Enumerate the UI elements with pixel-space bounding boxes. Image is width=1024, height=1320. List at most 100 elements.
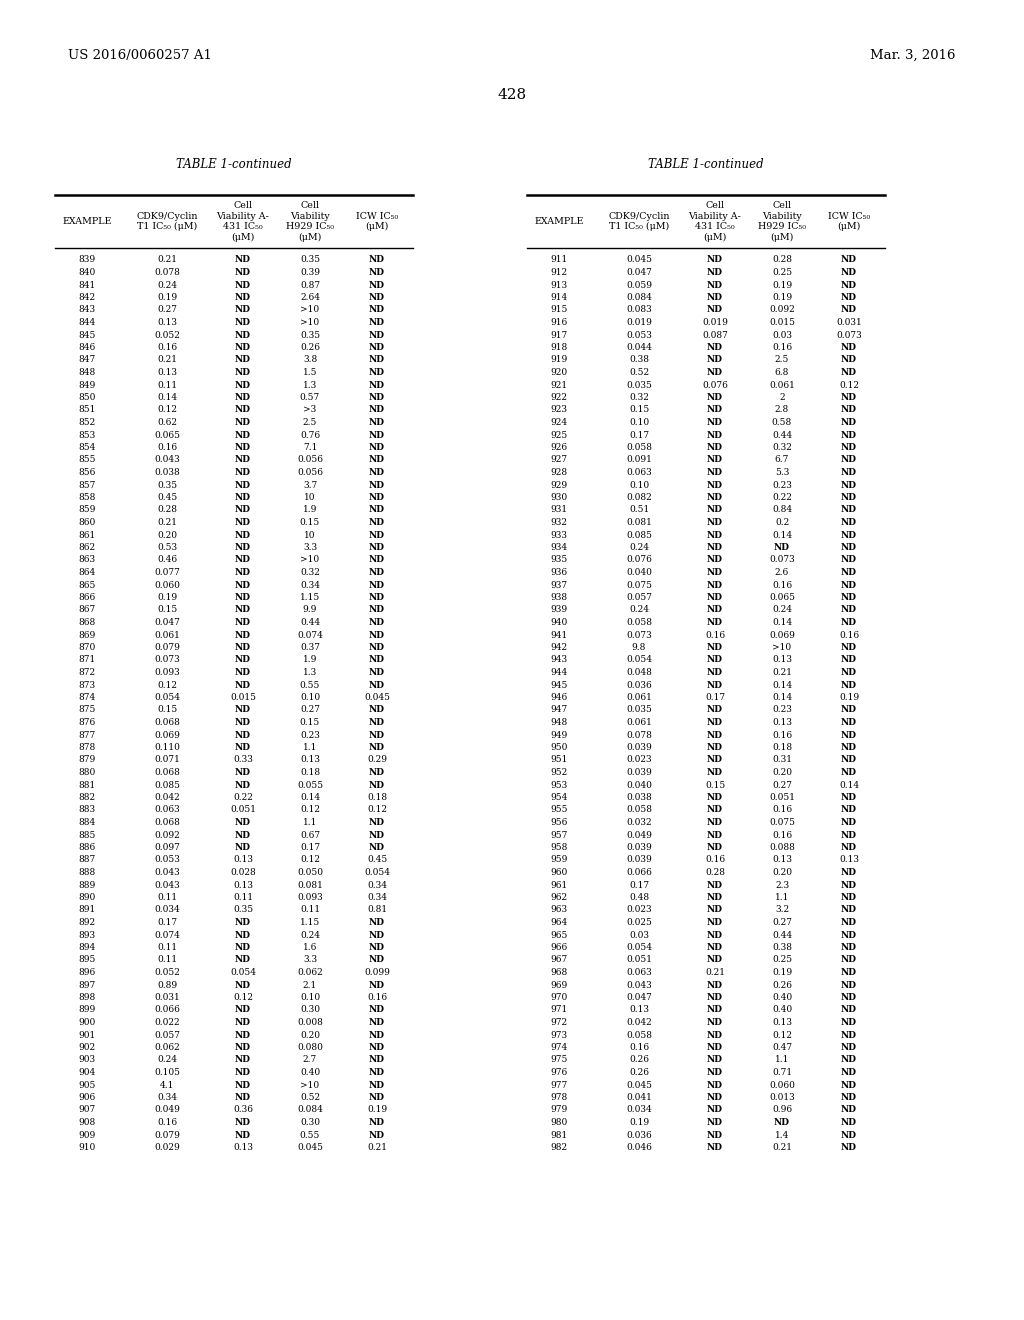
Text: 0.19: 0.19 xyxy=(629,1118,649,1127)
Text: 6.7: 6.7 xyxy=(775,455,790,465)
Text: 948: 948 xyxy=(550,718,567,727)
Text: 0.031: 0.031 xyxy=(837,318,862,327)
Text: 923: 923 xyxy=(551,405,567,414)
Text: 0.24: 0.24 xyxy=(772,606,792,615)
Text: ND: ND xyxy=(841,1093,857,1102)
Text: 0.29: 0.29 xyxy=(367,755,387,764)
Text: 0.080: 0.080 xyxy=(297,1043,323,1052)
Text: 0.10: 0.10 xyxy=(300,993,321,1002)
Text: ND: ND xyxy=(707,931,723,940)
Text: 0.11: 0.11 xyxy=(157,942,177,952)
Text: 902: 902 xyxy=(79,1043,95,1052)
Text: 0.18: 0.18 xyxy=(300,768,321,777)
Text: Cell: Cell xyxy=(300,201,319,210)
Text: ND: ND xyxy=(841,681,857,689)
Text: ND: ND xyxy=(234,768,251,777)
Text: 860: 860 xyxy=(79,517,95,527)
Text: 0.073: 0.073 xyxy=(837,330,862,339)
Text: ND: ND xyxy=(234,743,251,752)
Text: ND: ND xyxy=(707,581,723,590)
Text: 6.8: 6.8 xyxy=(775,368,790,378)
Text: 898: 898 xyxy=(79,993,95,1002)
Text: 0.043: 0.043 xyxy=(155,880,180,890)
Text: ND: ND xyxy=(841,256,857,264)
Text: 0.043: 0.043 xyxy=(626,981,652,990)
Text: 0.28: 0.28 xyxy=(772,256,792,264)
Text: 0.087: 0.087 xyxy=(702,330,728,339)
Text: 0.15: 0.15 xyxy=(300,517,321,527)
Text: ND: ND xyxy=(841,830,857,840)
Text: 0.015: 0.015 xyxy=(769,318,795,327)
Text: ND: ND xyxy=(707,1118,723,1127)
Text: 854: 854 xyxy=(78,444,95,451)
Text: 919: 919 xyxy=(550,355,567,364)
Text: 0.058: 0.058 xyxy=(626,805,652,814)
Text: ND: ND xyxy=(369,730,385,739)
Text: ND: ND xyxy=(369,818,385,828)
Text: ND: ND xyxy=(369,668,385,677)
Text: 0.093: 0.093 xyxy=(155,668,180,677)
Text: ND: ND xyxy=(841,931,857,940)
Text: 0.078: 0.078 xyxy=(154,268,180,277)
Text: 0.44: 0.44 xyxy=(772,931,792,940)
Text: 0.44: 0.44 xyxy=(300,618,321,627)
Text: ND: ND xyxy=(841,1018,857,1027)
Text: ND: ND xyxy=(841,643,857,652)
Text: 0.21: 0.21 xyxy=(157,256,177,264)
Text: ND: ND xyxy=(369,480,385,490)
Text: 0.045: 0.045 xyxy=(626,1081,652,1089)
Text: 0.081: 0.081 xyxy=(297,880,323,890)
Text: 0.21: 0.21 xyxy=(705,968,725,977)
Text: 940: 940 xyxy=(550,618,567,627)
Text: ND: ND xyxy=(841,906,857,915)
Text: 0.17: 0.17 xyxy=(157,917,177,927)
Text: ND: ND xyxy=(234,480,251,490)
Text: 882: 882 xyxy=(79,793,95,803)
Text: 2.1: 2.1 xyxy=(303,981,317,990)
Text: 0.19: 0.19 xyxy=(772,968,792,977)
Text: ND: ND xyxy=(707,917,723,927)
Text: ND: ND xyxy=(369,1018,385,1027)
Text: 0.26: 0.26 xyxy=(629,1056,649,1064)
Text: 878: 878 xyxy=(79,743,95,752)
Text: ND: ND xyxy=(841,1130,857,1139)
Text: 0.35: 0.35 xyxy=(300,256,321,264)
Text: ND: ND xyxy=(234,1118,251,1127)
Text: ND: ND xyxy=(707,405,723,414)
Text: 3.7: 3.7 xyxy=(303,480,317,490)
Text: 958: 958 xyxy=(550,843,567,851)
Text: ND: ND xyxy=(707,455,723,465)
Text: 0.058: 0.058 xyxy=(626,444,652,451)
Text: 912: 912 xyxy=(551,268,567,277)
Text: 894: 894 xyxy=(79,942,95,952)
Text: ND: ND xyxy=(841,418,857,426)
Text: 0.060: 0.060 xyxy=(769,1081,795,1089)
Text: 889: 889 xyxy=(79,880,95,890)
Text: ND: ND xyxy=(707,568,723,577)
Text: 0.15: 0.15 xyxy=(157,705,177,714)
Text: 0.23: 0.23 xyxy=(772,480,792,490)
Text: 880: 880 xyxy=(79,768,95,777)
Text: ICW IC₅₀: ICW IC₅₀ xyxy=(356,211,398,220)
Text: 0.17: 0.17 xyxy=(705,693,725,702)
Text: 0.13: 0.13 xyxy=(772,855,792,865)
Text: 0.054: 0.054 xyxy=(230,968,256,977)
Text: 950: 950 xyxy=(550,743,567,752)
Text: 0.025: 0.025 xyxy=(626,917,652,927)
Text: ND: ND xyxy=(369,330,385,339)
Text: 0.18: 0.18 xyxy=(772,743,792,752)
Text: ND: ND xyxy=(707,743,723,752)
Text: Viability: Viability xyxy=(290,211,330,220)
Text: ND: ND xyxy=(369,380,385,389)
Text: ND: ND xyxy=(369,705,385,714)
Text: 899: 899 xyxy=(79,1006,95,1015)
Text: 974: 974 xyxy=(550,1043,567,1052)
Text: 0.81: 0.81 xyxy=(367,906,387,915)
Text: ND: ND xyxy=(234,469,251,477)
Text: 0.35: 0.35 xyxy=(300,330,321,339)
Text: 2.3: 2.3 xyxy=(775,880,790,890)
Text: ND: ND xyxy=(707,618,723,627)
Text: 0.057: 0.057 xyxy=(154,1031,180,1040)
Text: ND: ND xyxy=(234,643,251,652)
Text: ND: ND xyxy=(707,643,723,652)
